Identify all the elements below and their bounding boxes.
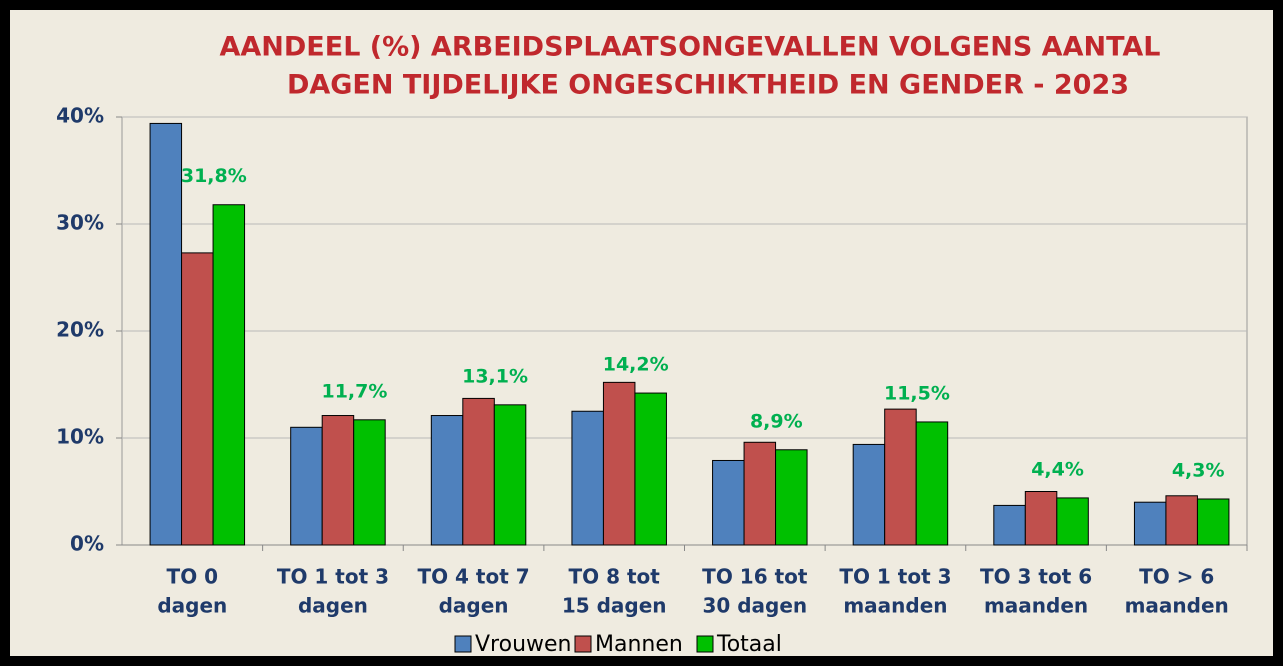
data-label: 4,3% <box>1172 459 1225 481</box>
x-tick-label: dagen <box>157 594 227 618</box>
bar <box>290 426 323 546</box>
bar <box>571 410 604 546</box>
bar <box>149 122 183 546</box>
y-tick-label: 30% <box>56 211 104 235</box>
legend-label: Vrouwen <box>475 632 572 657</box>
bar <box>1196 498 1230 546</box>
data-label: 14,2% <box>603 354 669 376</box>
bar <box>993 504 1026 546</box>
bar <box>884 408 917 546</box>
y-tick-label: 10% <box>56 425 104 449</box>
bar <box>915 421 949 546</box>
chart-title: DAGEN TIJDELIJKE ONGESCHIKTHEID EN GENDE… <box>287 70 1129 101</box>
x-tick-label: 30 dagen <box>702 594 807 618</box>
data-label: 31,8% <box>181 165 247 187</box>
data-label: 13,1% <box>462 365 528 387</box>
bar <box>1165 495 1198 546</box>
bar <box>852 443 886 546</box>
bar <box>634 392 667 546</box>
bar <box>212 204 246 546</box>
data-label: 4,4% <box>1031 458 1084 480</box>
legend-swatch <box>574 635 592 653</box>
bar <box>1133 501 1167 546</box>
x-tick-label: maanden <box>984 594 1088 618</box>
bar <box>462 397 495 546</box>
x-tick-label: TO 16 tot <box>702 565 808 589</box>
bar <box>1024 491 1058 546</box>
x-tick-label: TO 3 tot 6 <box>980 565 1092 589</box>
chart-title: AANDEEL (%) ARBEIDSPLAATSONGEVALLEN VOLG… <box>220 32 1161 63</box>
x-tick-label: TO 1 tot 3 <box>277 565 389 589</box>
legend-label: Totaal <box>716 632 782 657</box>
bar <box>712 459 745 546</box>
y-tick-label: 20% <box>56 318 104 342</box>
bar <box>775 449 808 546</box>
legend-label: Mannen <box>595 632 683 657</box>
data-label: 11,5% <box>884 382 950 404</box>
bar <box>743 441 777 546</box>
x-tick-label: maanden <box>1125 594 1229 618</box>
bar <box>181 252 214 546</box>
bar <box>430 415 464 546</box>
x-tick-label: TO 0 <box>167 565 219 589</box>
x-tick-label: dagen <box>298 594 368 618</box>
bar <box>493 404 527 546</box>
legend-swatch <box>454 635 472 653</box>
bar <box>1056 497 1089 546</box>
x-tick-label: 15 dagen <box>562 594 667 618</box>
x-tick-label: TO 8 tot <box>569 565 661 589</box>
legend-swatch <box>696 635 714 653</box>
data-label: 8,9% <box>750 410 803 432</box>
x-tick-label: dagen <box>439 594 509 618</box>
x-tick-label: TO 1 tot 3 <box>839 565 951 589</box>
x-tick-label: maanden <box>843 594 947 618</box>
bar <box>602 381 636 546</box>
bar <box>321 415 355 546</box>
x-tick-label: TO > 6 <box>1139 565 1214 589</box>
bar <box>353 419 386 546</box>
y-tick-label: 40% <box>56 104 104 128</box>
x-tick-label: TO 4 tot 7 <box>417 565 529 589</box>
data-label: 11,7% <box>321 380 387 402</box>
y-tick-label: 0% <box>70 532 104 556</box>
